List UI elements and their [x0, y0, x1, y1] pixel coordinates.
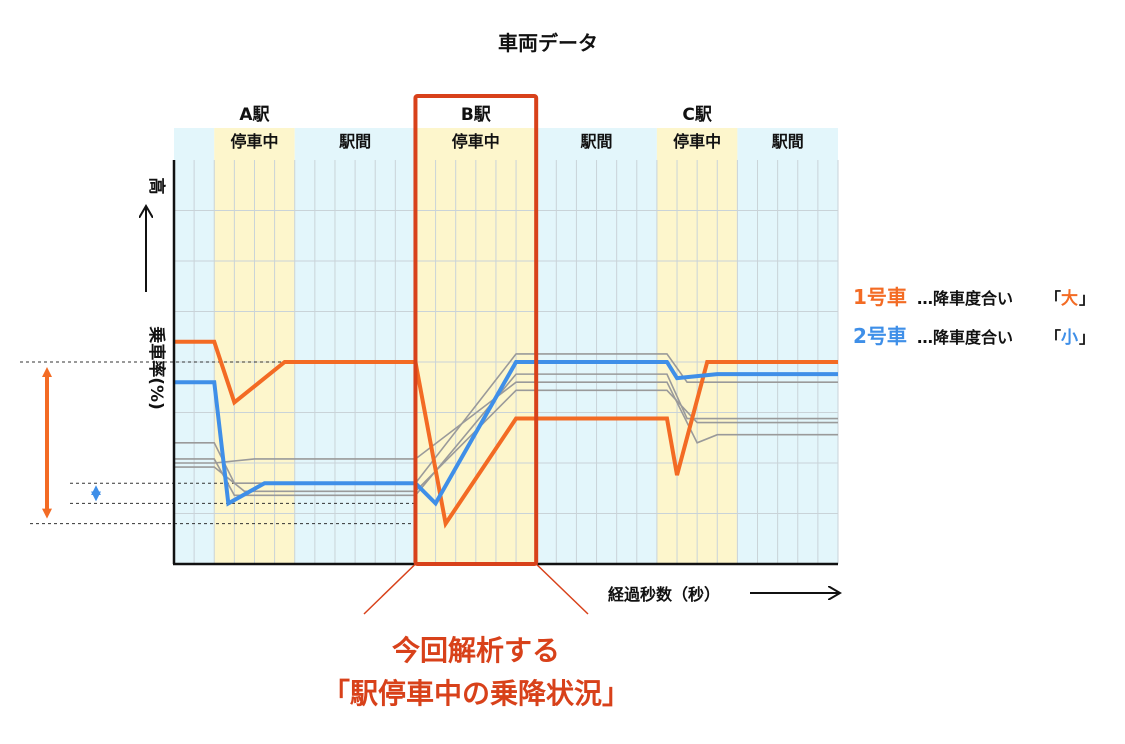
y-high-label: 高: [146, 178, 167, 195]
legend-series-name: 2号車: [853, 324, 907, 348]
section-label: 駅間: [580, 132, 613, 151]
station-label: C駅: [682, 105, 712, 125]
range-arrows: [42, 367, 101, 519]
section-label: 駅間: [338, 132, 371, 151]
legend-close-bracket: 」: [1079, 328, 1095, 347]
legend-degree: 大: [1061, 288, 1078, 309]
reference-dashed-lines: [20, 361, 416, 525]
band-between: [737, 128, 838, 564]
section-label: 停車中: [673, 132, 721, 151]
legend-entry-2: 2号車 …降車度合い 「 小 」: [853, 324, 1095, 348]
chart-title: 車両データ: [498, 31, 598, 55]
legend-open-bracket: 「: [1045, 328, 1061, 347]
legend-text: …降車度合い: [917, 289, 1013, 308]
legend-open-bracket: 「: [1045, 289, 1061, 308]
annotation-line1: 今回解析する: [392, 634, 560, 667]
section-bands: [174, 128, 838, 564]
legend-close-bracket: 」: [1079, 289, 1095, 308]
series-line-highlight: [174, 339, 838, 529]
section-label: 停車中: [452, 132, 500, 151]
legend-series-name: 1号車: [853, 285, 907, 309]
station-label: A駅: [239, 105, 270, 125]
series-lines: [174, 339, 838, 529]
callout-line-left: [363, 563, 416, 615]
series-line-other: [174, 381, 838, 464]
annotation-line2: 「駅停車中の乗降状況」: [322, 677, 630, 710]
station-label: B駅: [461, 105, 492, 125]
legend-entry-1: 1号車 …降車度合い 「 大 」: [853, 285, 1095, 309]
legend-text: …降車度合い: [917, 328, 1013, 347]
section-label: 駅間: [771, 132, 804, 151]
highlight-box: [413, 94, 539, 566]
series-line-highlight: [174, 360, 838, 507]
x-axis-label: 経過秒数（秒）: [608, 585, 720, 604]
callout-line-right: [535, 563, 589, 615]
series-line-other: [174, 373, 838, 497]
y-axis-label: 乗車率(%): [146, 325, 167, 410]
section-label: 停車中: [230, 132, 278, 151]
legend: 1号車 …降車度合い 「 大 」 2号車 …降車度合い 「 小 」: [853, 285, 1095, 348]
legend-degree: 小: [1061, 328, 1078, 348]
